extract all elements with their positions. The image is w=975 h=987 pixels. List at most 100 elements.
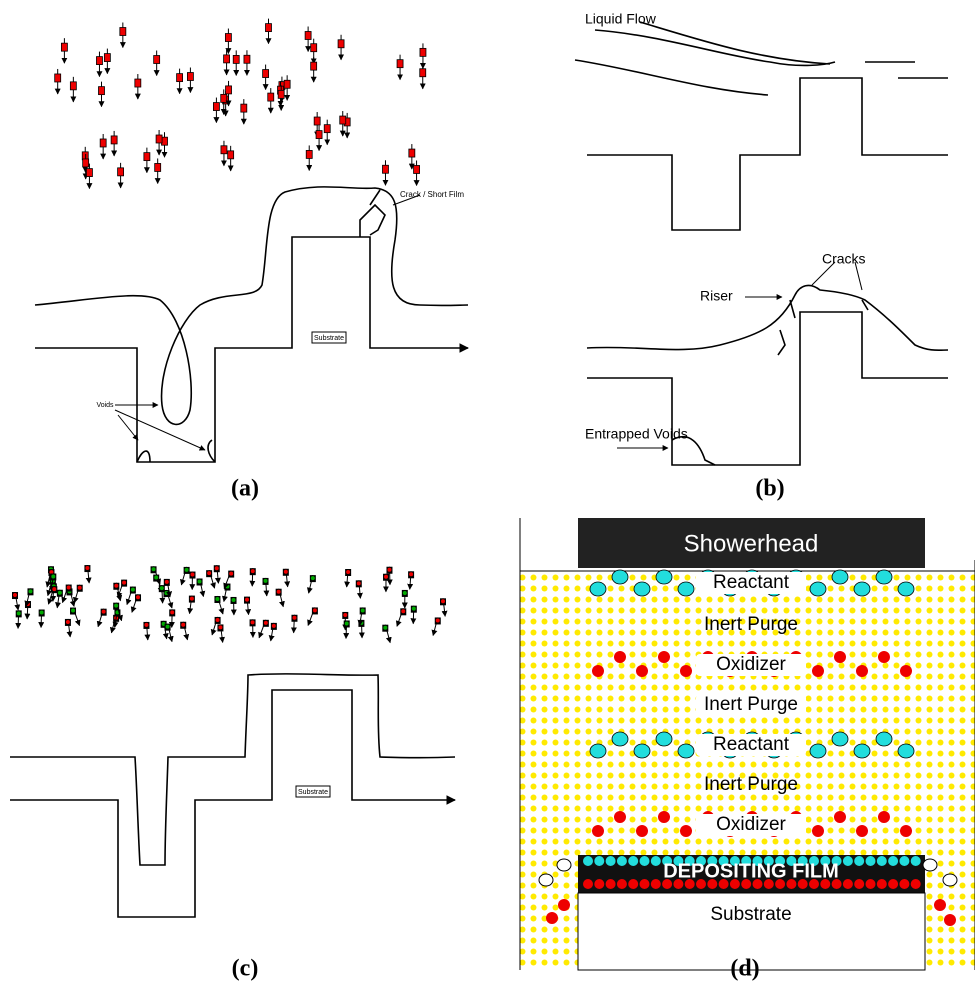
droplet	[414, 165, 420, 173]
droplet-core	[51, 574, 55, 578]
droplet-core	[170, 610, 174, 614]
droplet-core	[403, 591, 407, 595]
film-molecule	[843, 879, 853, 889]
layer-label: Reactant	[713, 734, 790, 755]
droplet	[224, 55, 230, 63]
droplet	[55, 74, 61, 82]
droplet-core	[229, 572, 233, 576]
droplet-core	[264, 621, 268, 625]
droplet-core	[52, 587, 56, 591]
reactant-molecule	[876, 732, 892, 746]
oxidizer-molecule	[900, 825, 912, 837]
droplet-core	[215, 566, 219, 570]
void	[137, 440, 215, 462]
droplet-core	[40, 610, 44, 614]
film-molecule	[640, 879, 650, 889]
substrate-profile	[35, 237, 468, 462]
droplet-core	[245, 598, 249, 602]
film-molecule	[606, 879, 616, 889]
droplet	[228, 151, 234, 159]
droplet	[311, 62, 317, 70]
panel-c: Substrate (c)	[10, 565, 455, 981]
layer-label: Inert Purge	[704, 774, 798, 795]
reactant-molecule	[854, 582, 870, 596]
droplet	[120, 28, 126, 36]
droplet-core	[58, 591, 62, 595]
label: Riser	[700, 288, 733, 304]
droplet-core	[198, 579, 202, 583]
film-molecule	[594, 856, 604, 866]
film-molecule	[911, 879, 921, 889]
droplet-core	[412, 607, 416, 611]
droplet-core	[216, 618, 220, 622]
oxidizer-molecule	[878, 651, 890, 663]
droplet	[316, 131, 322, 139]
layer-label: Reactant	[713, 572, 790, 593]
film-molecule	[651, 879, 661, 889]
droplet	[226, 86, 232, 94]
droplet	[135, 79, 141, 87]
droplet	[306, 150, 312, 158]
film-molecule	[606, 856, 616, 866]
liquid-flow	[575, 22, 835, 95]
droplet	[314, 117, 320, 125]
droplet-core	[165, 580, 169, 584]
film-profile	[35, 187, 468, 425]
liquid-flow	[865, 62, 948, 78]
substrate-profile	[587, 78, 948, 230]
droplet-core	[181, 623, 185, 627]
droplet	[420, 69, 426, 77]
droplet	[154, 56, 160, 64]
byproduct	[943, 874, 957, 886]
film-molecule	[617, 856, 627, 866]
substrate-profile	[587, 312, 948, 465]
label: Cracks	[822, 251, 866, 267]
oxidizer-molecule	[900, 665, 912, 677]
film-label: DEPOSITING FILM	[663, 860, 839, 882]
droplet	[397, 60, 403, 68]
figure: Crack / Short Film Substrate Voids (a) L…	[0, 0, 975, 987]
oxidizer-molecule	[636, 825, 648, 837]
droplet-core	[218, 625, 222, 629]
droplet-core	[160, 586, 164, 590]
oxidizer-molecule	[546, 912, 558, 924]
droplet-core	[78, 586, 82, 590]
layer-label: Oxidizer	[716, 814, 786, 835]
byproduct	[539, 874, 553, 886]
film-molecule	[854, 856, 864, 866]
caption: (c)	[232, 956, 259, 982]
droplet	[177, 74, 183, 82]
oxidizer-molecule	[680, 665, 692, 677]
droplet	[156, 135, 162, 143]
droplet	[278, 90, 284, 98]
droplet-core	[345, 621, 349, 625]
droplet	[96, 57, 102, 65]
droplet-core	[251, 569, 255, 573]
droplet-core	[311, 576, 315, 580]
label: Substrate	[314, 335, 344, 342]
label: Liquid Flow	[585, 11, 657, 27]
droplet	[241, 104, 247, 112]
droplet-core	[441, 599, 445, 603]
droplet	[86, 169, 92, 177]
reactant-molecule	[832, 732, 848, 746]
droplet-core	[357, 581, 361, 585]
oxidizer-molecule	[944, 914, 956, 926]
layer-label: Oxidizer	[716, 654, 786, 675]
film-molecule	[911, 856, 921, 866]
droplet-core	[387, 568, 391, 572]
droplet	[268, 93, 274, 101]
label: Crack / Short Film	[400, 190, 464, 199]
droplet	[305, 31, 311, 39]
panel-b: Liquid Flow Riser Cracks Entrapped Voids…	[575, 11, 948, 502]
film-molecule	[866, 879, 876, 889]
droplet-core	[164, 591, 168, 595]
film-molecule	[617, 879, 627, 889]
film-molecule	[854, 879, 864, 889]
droplet-core	[284, 570, 288, 574]
oxidizer-molecule	[636, 665, 648, 677]
droplet	[340, 116, 346, 124]
substrate-profile	[10, 690, 455, 917]
byproduct	[923, 859, 937, 871]
reactant-molecule	[634, 744, 650, 758]
